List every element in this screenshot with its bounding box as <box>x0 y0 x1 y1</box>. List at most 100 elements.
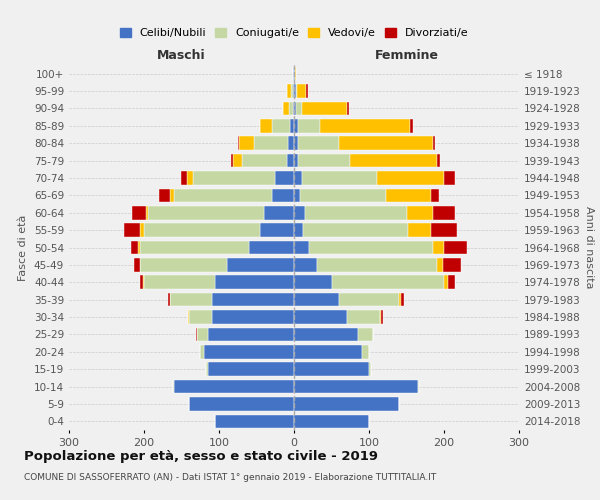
Legend: Celibi/Nubili, Coniugati/e, Vedovi/e, Divorziati/e: Celibi/Nubili, Coniugati/e, Vedovi/e, Di… <box>115 23 473 42</box>
Bar <box>358 328 373 341</box>
Bar <box>170 293 212 306</box>
Bar <box>347 102 349 115</box>
Bar <box>131 240 138 254</box>
Bar <box>296 84 297 98</box>
Bar <box>297 84 306 98</box>
Bar <box>215 276 294 289</box>
Bar <box>189 397 294 410</box>
Bar <box>254 136 288 150</box>
Bar <box>300 188 386 202</box>
Bar <box>174 380 294 394</box>
Bar <box>294 136 298 150</box>
Bar <box>188 310 189 324</box>
Bar <box>227 258 294 272</box>
Bar <box>294 345 361 358</box>
Bar <box>294 240 309 254</box>
Bar <box>173 380 174 394</box>
Bar <box>317 258 437 272</box>
Bar <box>148 206 264 220</box>
Bar <box>139 276 143 289</box>
Bar <box>381 310 383 324</box>
Bar <box>339 293 399 306</box>
Text: Popolazione per età, sesso e stato civile - 2019: Popolazione per età, sesso e stato civil… <box>24 450 378 463</box>
Bar <box>271 119 290 132</box>
Bar <box>208 362 294 376</box>
Bar <box>294 119 298 132</box>
Bar <box>140 224 144 237</box>
Bar <box>238 136 239 150</box>
Bar <box>241 154 287 168</box>
Bar <box>294 188 300 202</box>
Bar <box>294 102 296 115</box>
Bar <box>294 154 298 168</box>
Bar <box>291 84 293 98</box>
Bar <box>431 188 439 202</box>
Bar <box>293 67 294 80</box>
Bar <box>208 328 294 341</box>
Bar <box>174 188 271 202</box>
Bar <box>289 102 293 115</box>
Bar <box>303 224 408 237</box>
Text: Maschi: Maschi <box>157 48 206 62</box>
Bar <box>437 258 443 272</box>
Y-axis label: Anni di nascita: Anni di nascita <box>584 206 595 289</box>
Bar <box>290 119 294 132</box>
Bar <box>181 171 187 185</box>
Bar <box>144 276 215 289</box>
Bar <box>350 154 437 168</box>
Bar <box>283 102 289 115</box>
Bar <box>239 136 254 150</box>
Bar <box>138 240 140 254</box>
Bar <box>294 171 302 185</box>
Bar <box>295 67 296 80</box>
Bar <box>143 276 144 289</box>
Bar <box>264 206 294 220</box>
Bar <box>293 102 294 115</box>
Bar <box>170 188 174 202</box>
Bar <box>124 224 140 237</box>
Bar <box>407 206 433 220</box>
Bar <box>215 414 294 428</box>
Bar <box>386 188 431 202</box>
Bar <box>443 258 461 272</box>
Bar <box>361 345 369 358</box>
Bar <box>294 67 295 80</box>
Bar <box>260 224 294 237</box>
Bar <box>377 171 444 185</box>
Bar <box>306 84 308 98</box>
Bar <box>294 276 331 289</box>
Bar <box>369 362 371 376</box>
Bar <box>294 397 399 410</box>
Bar <box>294 414 369 428</box>
Bar <box>331 276 444 289</box>
Bar <box>302 102 347 115</box>
Bar <box>187 310 188 324</box>
Bar <box>231 154 233 168</box>
Bar <box>302 171 377 185</box>
Bar <box>294 206 305 220</box>
Bar <box>305 206 407 220</box>
Bar <box>212 293 294 306</box>
Bar <box>298 136 339 150</box>
Bar <box>399 293 401 306</box>
Bar <box>146 206 148 220</box>
Bar <box>444 171 455 185</box>
Bar <box>408 224 431 237</box>
Bar <box>287 154 294 168</box>
Y-axis label: Fasce di età: Fasce di età <box>19 214 28 280</box>
Bar <box>288 136 294 150</box>
Bar <box>296 102 302 115</box>
Bar <box>196 328 197 341</box>
Bar <box>249 240 294 254</box>
Bar <box>187 171 193 185</box>
Bar <box>444 240 467 254</box>
Bar <box>298 154 350 168</box>
Bar <box>294 84 296 98</box>
Bar <box>275 171 294 185</box>
Bar <box>133 258 139 272</box>
Bar <box>444 276 448 289</box>
Bar <box>271 188 294 202</box>
Bar <box>200 345 204 358</box>
Bar <box>309 240 433 254</box>
Bar <box>168 293 170 306</box>
